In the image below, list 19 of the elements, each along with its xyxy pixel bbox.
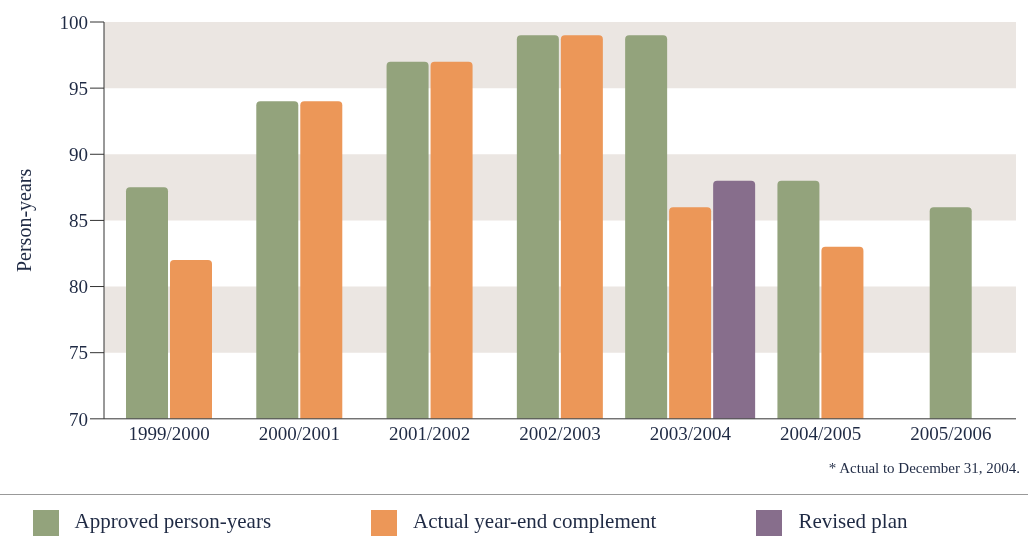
- y-tick-label: 100: [59, 11, 88, 33]
- x-tick-label: 2005/2006: [910, 423, 992, 445]
- y-axis-title: Person-years: [13, 168, 37, 273]
- y-tick-label: 95: [69, 77, 88, 99]
- x-tick-label: 2003/2004: [649, 423, 732, 445]
- x-tick-label: 1999/2000: [128, 423, 210, 445]
- y-tick-label: 85: [69, 210, 88, 232]
- x-tick-label: 2002/2003: [519, 423, 601, 445]
- x-tick-label: 2004/2005: [779, 423, 862, 445]
- y-tick-label: 80: [69, 276, 88, 298]
- x-tick-label: 2000/2001: [258, 423, 341, 445]
- legend-label: Actual year-end complement: [413, 508, 657, 533]
- legend-label: Approved person-years: [74, 508, 272, 533]
- text: * Actual to December 31, 2004.: [828, 460, 1020, 477]
- legend-label: Revised plan: [798, 508, 908, 533]
- y-tick-label: 90: [69, 144, 88, 166]
- y-tick-label: 75: [69, 342, 88, 364]
- y-tick-label: 70: [69, 408, 88, 430]
- x-tick-label: 2001/2002: [389, 423, 471, 445]
